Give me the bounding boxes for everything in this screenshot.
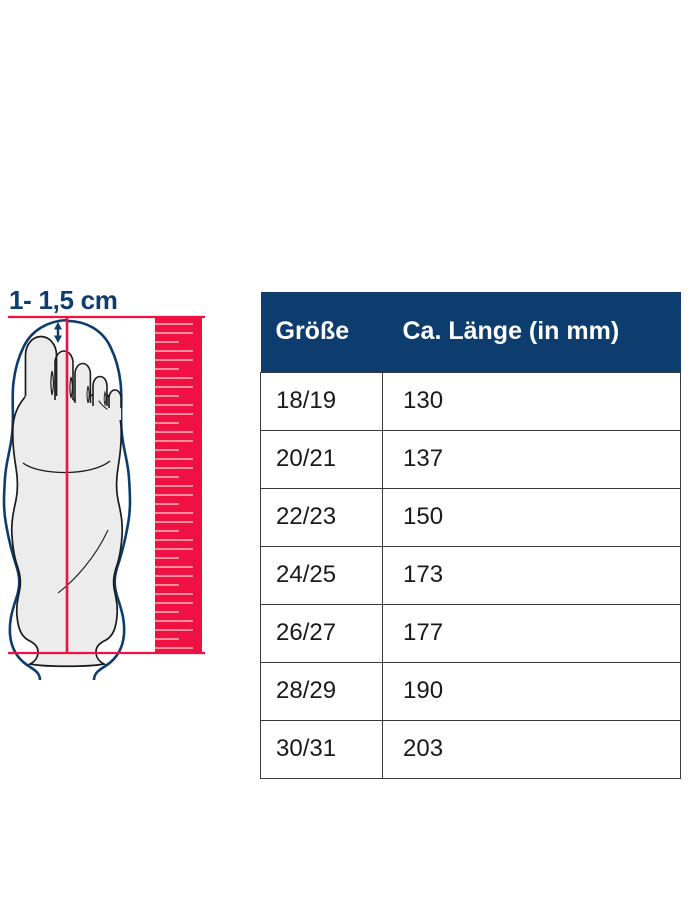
svg-text:1- 1,5 cm: 1- 1,5 cm xyxy=(9,285,118,315)
